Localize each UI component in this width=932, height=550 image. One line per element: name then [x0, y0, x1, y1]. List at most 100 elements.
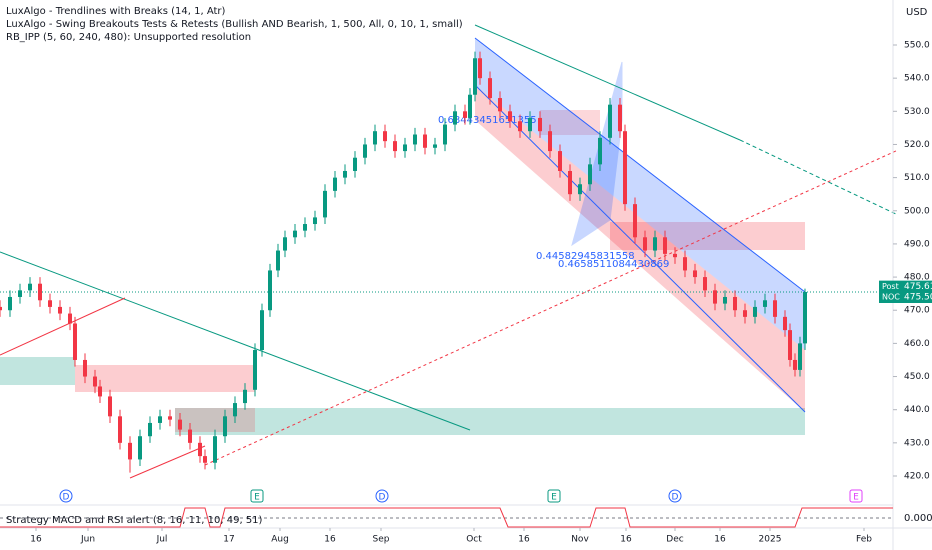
candle-body	[588, 164, 592, 185]
x-tick-label: 16	[518, 535, 530, 545]
candle-body	[788, 330, 792, 360]
candle	[108, 389, 112, 423]
candle-body	[413, 134, 417, 145]
candle-body	[313, 217, 317, 225]
candle	[618, 98, 622, 138]
candle	[38, 277, 42, 307]
candle	[93, 369, 97, 394]
y-tick-label: 450.0	[904, 372, 930, 382]
candle	[73, 316, 77, 367]
candle-body	[148, 422, 152, 437]
candle	[743, 303, 747, 324]
candle-body	[168, 416, 172, 420]
trendline	[129, 445, 206, 479]
y-tick-label: 550.0	[904, 41, 930, 51]
candle	[673, 247, 677, 264]
candle	[643, 230, 647, 258]
candle-body	[233, 403, 237, 417]
candle-body	[293, 230, 297, 238]
x-tick-label: Dec	[666, 535, 683, 545]
candle-body	[498, 98, 502, 112]
candle-body	[463, 111, 467, 118]
candle	[453, 104, 457, 132]
candle	[303, 217, 307, 238]
channel-line	[474, 37, 806, 293]
candle	[478, 51, 482, 85]
trendline	[0, 251, 471, 431]
candle-body	[723, 296, 727, 304]
trendline	[739, 139, 899, 216]
candle-body	[443, 124, 447, 145]
candle	[276, 243, 280, 278]
candle-body	[618, 104, 622, 132]
candle	[538, 111, 542, 138]
candle	[28, 277, 32, 297]
candle-body	[798, 343, 802, 370]
candle	[733, 290, 737, 317]
candle	[488, 71, 492, 105]
oscillator-title: Strategy MACD and RSI alert (8, 16, 11, …	[6, 515, 263, 526]
candle-body	[383, 131, 387, 142]
candle-body	[158, 416, 162, 423]
candle	[653, 230, 657, 258]
candle-body	[188, 429, 192, 443]
y-tick-label: 430.0	[904, 438, 930, 448]
candle	[508, 104, 512, 128]
candle-body	[423, 134, 427, 148]
y-tick-label: 500.0	[904, 206, 930, 216]
event-label: E	[853, 493, 859, 503]
y-tick-label: 420.0	[904, 472, 930, 482]
candle	[803, 288, 807, 351]
candle	[363, 137, 367, 165]
candle-body	[108, 396, 112, 417]
x-tick-label: Sep	[373, 535, 390, 545]
y-tick-label: 490.0	[904, 239, 930, 249]
candle	[558, 144, 562, 178]
trendline	[474, 24, 741, 141]
x-tick-label: 17	[223, 535, 234, 545]
candle-body	[276, 250, 280, 271]
candle-body	[48, 300, 52, 307]
candle-body	[198, 442, 202, 457]
price-label-value: 475.61	[904, 282, 932, 292]
candle	[793, 353, 797, 377]
candle-body	[733, 296, 737, 311]
candle-body	[473, 58, 477, 95]
candle	[403, 137, 407, 158]
candle-body	[68, 313, 72, 324]
candle-body	[223, 416, 227, 437]
x-tick-label: Oct	[466, 535, 482, 545]
y-tick-label: 540.0	[904, 74, 930, 84]
event-label: D	[379, 493, 386, 503]
candle-body	[128, 442, 132, 460]
currency: USD	[906, 7, 928, 18]
candle	[158, 409, 162, 430]
candle	[548, 124, 552, 158]
candle-body	[253, 350, 257, 390]
candle	[498, 91, 502, 118]
candle	[373, 124, 377, 152]
candle-body	[578, 184, 582, 195]
candle-body	[608, 104, 612, 138]
candle-body	[0, 306, 2, 311]
y-tick-label: 530.0	[904, 107, 930, 117]
candle	[443, 117, 447, 152]
price-label-name: Post	[882, 282, 899, 291]
candle-body	[433, 144, 437, 148]
candle	[293, 224, 297, 244]
candle	[463, 104, 467, 125]
channel-upper	[475, 38, 805, 350]
indicator-label: LuxAlgo - Swing Breakouts Tests & Retest…	[6, 19, 463, 30]
candle-body	[558, 151, 562, 171]
candle-body	[118, 416, 122, 443]
candle	[283, 230, 287, 258]
candle	[0, 300, 2, 317]
candle-body	[673, 253, 677, 258]
candle	[468, 88, 472, 125]
candle	[763, 293, 767, 314]
x-tick-label: Jun	[80, 535, 95, 545]
candle-body	[623, 131, 627, 205]
price-label-value: 475.50	[904, 292, 932, 302]
event-label: E	[254, 493, 260, 503]
candle-body	[403, 144, 407, 152]
